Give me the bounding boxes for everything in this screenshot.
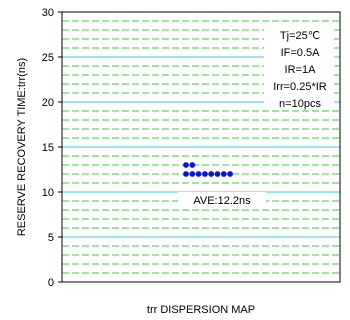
data-points xyxy=(183,162,234,177)
average-annotation: AVE:12.2ns xyxy=(178,192,266,208)
y-tick-label: 20 xyxy=(42,97,54,109)
condition-if: IF=0.5A xyxy=(281,47,320,59)
data-point xyxy=(189,171,196,177)
y-tick-label: 15 xyxy=(42,142,54,154)
condition-n: n=10pcs xyxy=(279,98,321,110)
data-point xyxy=(183,171,189,177)
data-point xyxy=(214,171,221,177)
y-tick-label: 25 xyxy=(42,52,54,64)
y-axis-ticks: 0 5 10 15 20 25 30 xyxy=(42,7,62,289)
data-point xyxy=(195,171,202,177)
data-point xyxy=(183,162,189,168)
data-point xyxy=(208,171,215,177)
average-label: AVE:12.2ns xyxy=(193,195,251,207)
condition-irr: Irr=0.25*IR xyxy=(273,81,327,93)
condition-tj: Tj=25℃ xyxy=(280,30,320,42)
chart-title: trr DISPERSION MAP xyxy=(147,304,255,316)
y-axis-title: RESERVE RECOVERY TIME:trr(ns) xyxy=(16,58,28,236)
condition-ir: IR=1A xyxy=(285,64,317,76)
y-tick-label: 30 xyxy=(42,7,54,19)
y-tick-label: 5 xyxy=(48,232,54,244)
y-tick-label: 10 xyxy=(42,187,54,199)
data-point xyxy=(227,171,234,177)
data-point xyxy=(202,171,208,177)
y-tick-label: 0 xyxy=(48,277,54,289)
data-point xyxy=(220,171,227,177)
conditions-box: Tj=25℃ IF=0.5A IR=1A Irr=0.25*IR n=10pcs xyxy=(264,24,334,110)
data-point xyxy=(189,162,196,168)
